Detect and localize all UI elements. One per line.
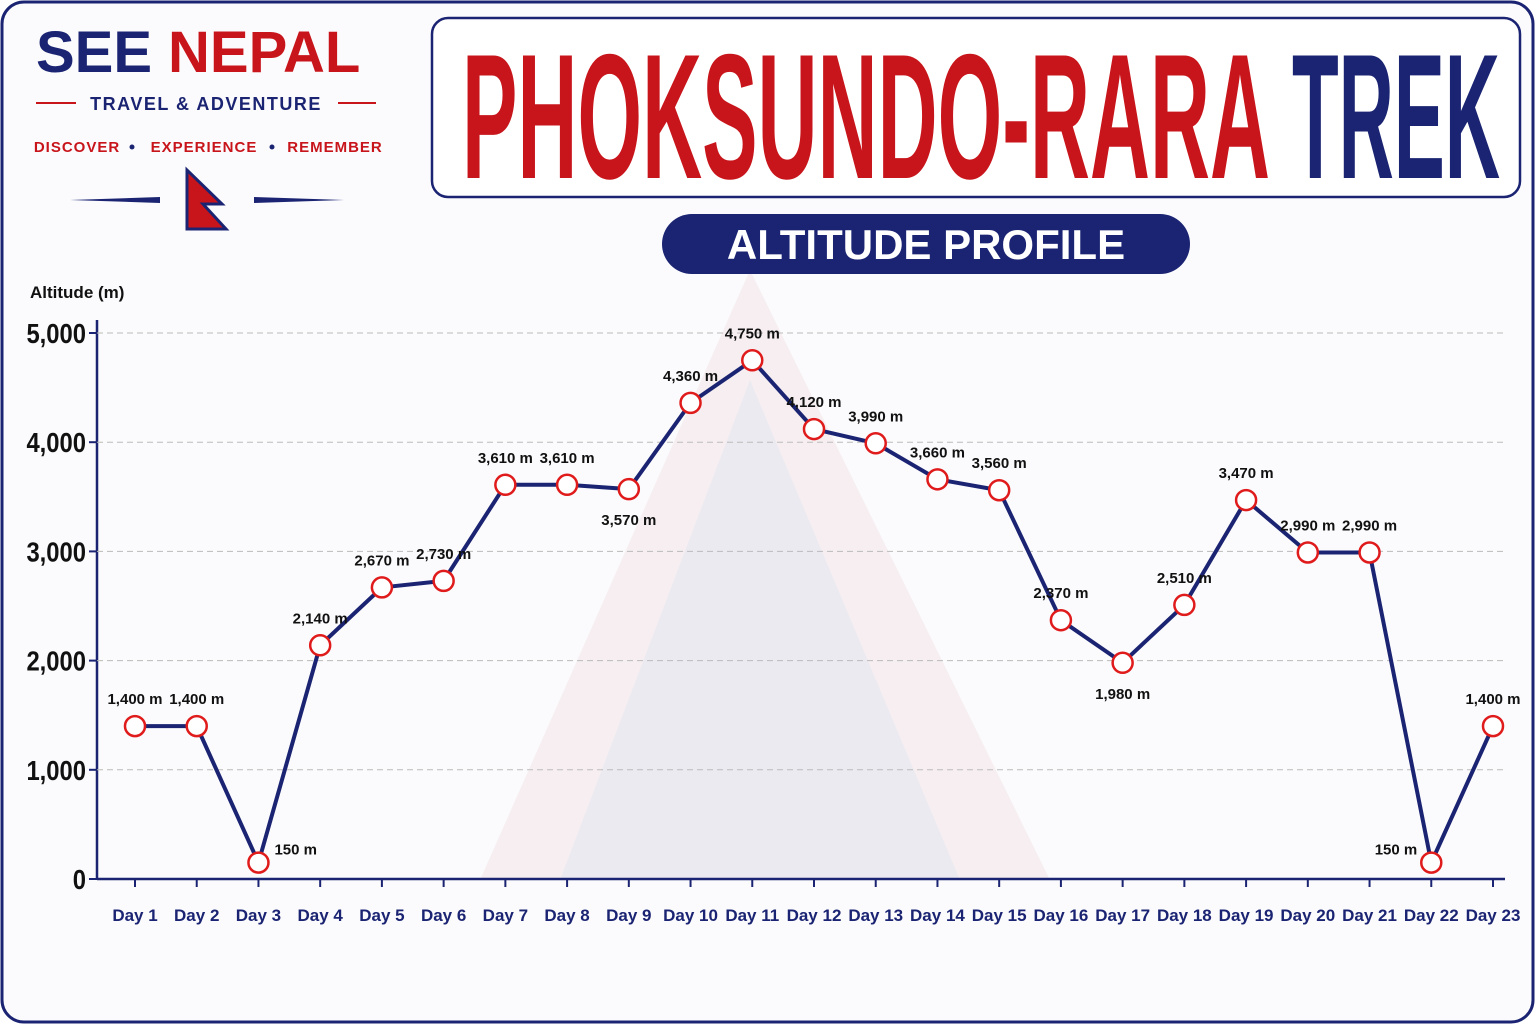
data-label: 150 m xyxy=(1375,842,1418,859)
mountain-watermark xyxy=(560,380,960,880)
logo-name: SEE xyxy=(36,20,152,85)
data-label: 3,990 m xyxy=(848,408,903,425)
data-label: 2,140 m xyxy=(293,610,348,627)
y-tick-label: 1,000 xyxy=(26,754,86,786)
point xyxy=(1296,541,1320,564)
logo-tagline: TRAVEL & ADVENTURE xyxy=(90,94,322,114)
logo-motto: DISCOVER xyxy=(34,139,120,156)
chart-title: TREK xyxy=(1292,17,1500,216)
logo-name: NEPAL xyxy=(168,20,360,85)
data-label: 2,990 m xyxy=(1280,517,1335,534)
point xyxy=(741,349,764,372)
x-tick-label: Day 6 xyxy=(421,906,466,925)
y-tick-label: 5,000 xyxy=(26,317,86,349)
point xyxy=(494,473,517,497)
chart-title: PHOKSUNDO-RARA xyxy=(462,17,1270,216)
point xyxy=(926,468,949,491)
point xyxy=(123,714,147,738)
x-tick-label: Day 4 xyxy=(297,906,343,925)
subtitle-pill xyxy=(662,214,1190,274)
data-label: 1,400 m xyxy=(169,691,224,708)
point xyxy=(432,569,455,593)
x-tick-label: Day 11 xyxy=(725,906,779,925)
point xyxy=(185,714,208,738)
flag xyxy=(185,166,230,231)
x-tick-label: Day 21 xyxy=(1342,906,1397,925)
x-tick-label: Day 12 xyxy=(787,906,842,925)
data-label: 2,510 m xyxy=(1157,570,1212,587)
x-tick-label: Day 18 xyxy=(1157,906,1212,925)
data-label: 3,610 m xyxy=(540,450,595,467)
point xyxy=(864,432,887,455)
x-tick-label: Day 14 xyxy=(910,906,965,925)
point xyxy=(987,478,1011,502)
x-tick-label: Day 1 xyxy=(112,906,157,925)
x-tick-label: Day 3 xyxy=(236,906,281,925)
ornament xyxy=(70,197,160,203)
bullet xyxy=(129,144,135,150)
point xyxy=(1173,593,1196,617)
x-tick-label: Day 17 xyxy=(1095,906,1150,925)
point xyxy=(1420,851,1443,874)
data-label: 2,990 m xyxy=(1342,517,1397,534)
data-label: 1,980 m xyxy=(1095,686,1150,703)
x-tick-label: Day 20 xyxy=(1280,906,1335,925)
point xyxy=(370,576,394,599)
x-tick-label: Day 10 xyxy=(663,906,718,925)
y-axis-label: Altitude (m) xyxy=(30,283,124,302)
bullet xyxy=(269,144,275,150)
y-tick-label: 2,000 xyxy=(26,645,86,677)
data-label: 3,660 m xyxy=(910,444,965,461)
data-label: 2,670 m xyxy=(354,552,409,569)
title-box xyxy=(430,16,1522,199)
data-label: 1,400 m xyxy=(1465,691,1520,708)
x-tick-label: Day 19 xyxy=(1219,906,1274,925)
data-label: 150 m xyxy=(274,842,317,859)
point xyxy=(617,477,641,501)
data-label: 4,750 m xyxy=(725,325,780,342)
data-label: 4,360 m xyxy=(663,368,718,385)
data-label: 2,730 m xyxy=(416,546,471,563)
x-tick-label: Day 13 xyxy=(848,906,903,925)
point xyxy=(555,473,579,497)
logo-motto: EXPERIENCE xyxy=(151,139,258,156)
point xyxy=(1481,714,1505,738)
point xyxy=(247,851,270,874)
y-tick-label: 0 xyxy=(73,863,86,895)
data-label: 1,400 m xyxy=(107,691,162,708)
point xyxy=(308,634,332,657)
logo-motto: REMEMBER xyxy=(287,139,383,156)
x-tick-label: Day 23 xyxy=(1466,906,1521,925)
x-tick-label: Day 2 xyxy=(174,906,219,925)
x-tick-label: Day 15 xyxy=(972,906,1027,925)
x-tick-label: Day 9 xyxy=(606,906,651,925)
ornament xyxy=(254,197,344,203)
x-tick-label: Day 22 xyxy=(1404,906,1459,925)
data-label: 4,120 m xyxy=(786,394,841,411)
point xyxy=(1234,488,1258,512)
x-tick-label: Day 7 xyxy=(483,906,528,925)
x-tick-label: Day 5 xyxy=(359,906,404,925)
point xyxy=(802,417,826,441)
point xyxy=(1111,651,1134,675)
data-label: 3,560 m xyxy=(972,455,1027,472)
point xyxy=(1358,541,1381,564)
y-tick-label: 4,000 xyxy=(26,426,86,458)
data-label: 3,570 m xyxy=(601,512,656,529)
y-tick-label: 3,000 xyxy=(26,536,86,568)
chart-subtitle: ALTITUDE PROFILE xyxy=(727,221,1125,268)
data-label: 3,470 m xyxy=(1219,465,1274,482)
point xyxy=(679,391,702,415)
data-label: 2,370 m xyxy=(1033,585,1088,602)
x-tick-label: Day 8 xyxy=(544,906,589,925)
data-label: 3,610 m xyxy=(478,450,533,467)
x-tick-label: Day 16 xyxy=(1033,906,1088,925)
point xyxy=(1049,608,1073,632)
